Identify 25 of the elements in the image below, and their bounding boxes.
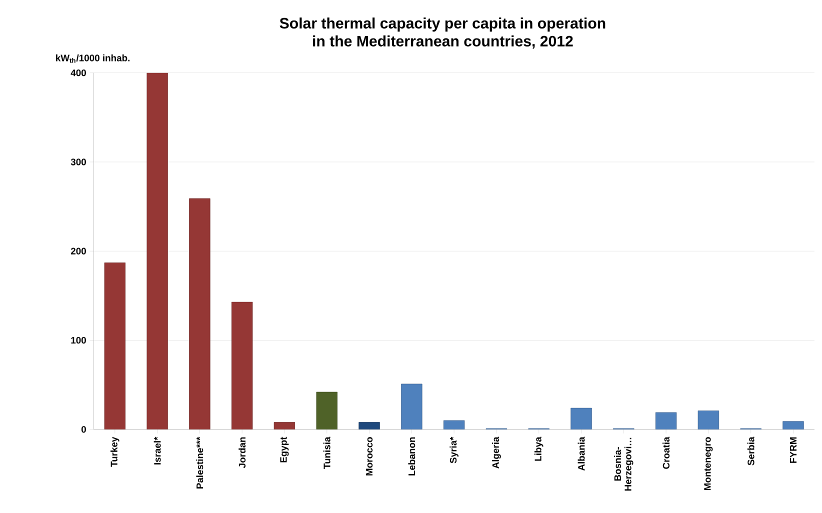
y-tick-label: 0 xyxy=(81,426,86,433)
x-tick-label: Palestine*** xyxy=(196,436,204,489)
x-tick-label: FYRM xyxy=(790,438,796,464)
x-tick-label: Israel* xyxy=(154,436,161,465)
x-tick-label: Serbia xyxy=(747,436,754,466)
x-tick-label: Croatia xyxy=(662,436,670,470)
bar xyxy=(146,73,168,430)
x-tick-label: Syria* xyxy=(450,436,458,464)
x-tick-label: Albania xyxy=(578,436,585,471)
x-tick-label: Tunisia xyxy=(323,436,330,470)
x-tick-label: Egypt xyxy=(280,437,289,462)
x-tick-label: Libya xyxy=(534,436,544,461)
x-tick-label: Morocco xyxy=(366,437,373,476)
x-tick-label: Jordan xyxy=(238,438,246,468)
y-axis-title: kW$_{th}$/1000 inhab. xyxy=(56,54,130,64)
x-tick-label: Algeria xyxy=(492,436,501,469)
y-tick-label: 400 xyxy=(70,70,86,76)
y-tick-label: 300 xyxy=(70,158,86,166)
x-tick-label: Montenegro xyxy=(704,437,713,490)
chart-title: Solar thermal capacity per capita in operation in the Mediterranean countries, 2012 xyxy=(280,18,606,49)
y-tick-label: 200 xyxy=(70,248,86,255)
x-tick-label: Bosnia- Herzegovi… xyxy=(614,438,634,491)
x-tick-label: Turkey xyxy=(110,436,120,468)
y-tick-label: 100 xyxy=(71,337,86,344)
x-tick-label: Lebanon xyxy=(408,438,416,476)
